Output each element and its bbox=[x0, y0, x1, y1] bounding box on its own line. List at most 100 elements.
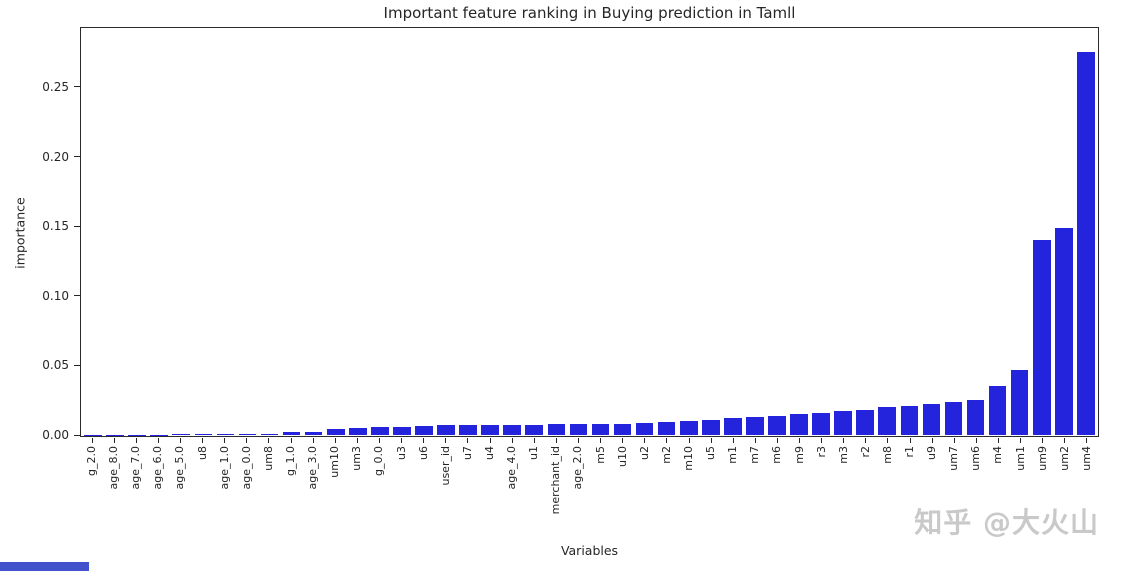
x-tick-slot bbox=[744, 438, 766, 443]
bar-slot bbox=[920, 29, 942, 435]
x-label-slot: um8 bbox=[258, 446, 280, 514]
x-tick bbox=[666, 438, 668, 443]
x-tick-slot bbox=[169, 438, 191, 443]
bar-slot bbox=[678, 29, 700, 435]
x-label-slot: u3 bbox=[391, 446, 413, 514]
y-tick bbox=[74, 156, 80, 157]
x-tick-slot bbox=[545, 438, 567, 443]
x-tick-label: r3 bbox=[814, 446, 828, 458]
bar-slot bbox=[391, 29, 413, 435]
x-tick bbox=[732, 438, 734, 443]
x-label-slot: age_2.0 bbox=[567, 446, 589, 514]
x-tick-slot bbox=[368, 438, 390, 443]
bar-slot bbox=[545, 29, 567, 435]
x-tick-label: age_5.0 bbox=[173, 446, 187, 490]
bar bbox=[304, 431, 323, 435]
bar bbox=[238, 433, 257, 435]
bar-slot bbox=[612, 29, 634, 435]
x-tick-slot bbox=[435, 438, 457, 443]
x-tick-slot bbox=[700, 438, 722, 443]
x-label-slot: m2 bbox=[656, 446, 678, 514]
x-tick-label: m1 bbox=[726, 446, 740, 464]
bar bbox=[1032, 240, 1051, 435]
x-tick-slot bbox=[899, 438, 921, 443]
x-tick bbox=[135, 438, 137, 443]
bar bbox=[724, 418, 742, 435]
x-tick-slot bbox=[656, 438, 678, 443]
x-tick-slot bbox=[147, 438, 169, 443]
x-tick-slot bbox=[634, 438, 656, 443]
x-label-slot: u7 bbox=[457, 446, 479, 514]
bar bbox=[790, 414, 808, 435]
x-tick-label: r1 bbox=[903, 446, 917, 458]
x-label-slot: m6 bbox=[766, 446, 788, 514]
x-tick bbox=[754, 438, 756, 443]
x-tick bbox=[202, 438, 204, 443]
x-label-slot: age_5.0 bbox=[169, 446, 191, 514]
bar bbox=[922, 404, 941, 435]
x-tick bbox=[865, 438, 867, 443]
x-tick-label: age_7.0 bbox=[129, 446, 143, 490]
bar bbox=[988, 386, 1007, 435]
bar bbox=[326, 429, 345, 435]
bar bbox=[437, 425, 455, 435]
x-tick bbox=[268, 438, 270, 443]
x-tick bbox=[799, 438, 801, 443]
x-tick bbox=[555, 438, 557, 443]
x-tick-slot bbox=[192, 438, 214, 443]
x-tick bbox=[91, 438, 93, 443]
bar-slot bbox=[236, 29, 258, 435]
x-label-slot: age_1.0 bbox=[214, 446, 236, 514]
x-tick bbox=[577, 438, 579, 443]
bar-slot bbox=[1031, 29, 1053, 435]
bar bbox=[415, 425, 433, 435]
x-tick-slot bbox=[833, 438, 855, 443]
x-tick-slot bbox=[280, 438, 302, 443]
bar-slot bbox=[523, 29, 545, 435]
x-tick-label: u7 bbox=[460, 446, 474, 460]
x-tick-slot bbox=[1010, 438, 1032, 443]
bar-slot bbox=[876, 29, 898, 435]
bar-slot bbox=[457, 29, 479, 435]
bar bbox=[635, 423, 654, 435]
x-tick-label: g_1.0 bbox=[283, 446, 297, 476]
bar bbox=[459, 425, 477, 435]
bar bbox=[371, 427, 389, 435]
bar-slot bbox=[766, 29, 788, 435]
x-tick bbox=[113, 438, 115, 443]
x-tick bbox=[378, 438, 380, 443]
x-tick-slot bbox=[125, 438, 147, 443]
bar-slot bbox=[170, 29, 192, 435]
x-tick-slot bbox=[1076, 438, 1098, 443]
x-tick bbox=[710, 438, 712, 443]
x-tick-label: age_2.0 bbox=[571, 446, 585, 490]
x-label-slot: age_3.0 bbox=[302, 446, 324, 514]
bar-slot bbox=[788, 29, 810, 435]
bar bbox=[393, 426, 411, 435]
x-label-slot: age_6.0 bbox=[147, 446, 169, 514]
y-tick bbox=[74, 364, 80, 366]
x-label-slot: u1 bbox=[523, 446, 545, 514]
x-tick-slot bbox=[302, 438, 324, 443]
x-tick bbox=[246, 438, 248, 443]
x-tick-label: um7 bbox=[947, 446, 961, 471]
x-tick bbox=[776, 438, 778, 443]
bar-slot bbox=[898, 29, 920, 435]
x-tick-label: user_id bbox=[438, 446, 452, 486]
bar-slot bbox=[325, 29, 347, 435]
bar-slot bbox=[192, 29, 214, 435]
x-tick-label: um10 bbox=[328, 446, 342, 478]
bar-slot bbox=[942, 29, 964, 435]
x-tick-slot bbox=[567, 438, 589, 443]
x-tick-label: m10 bbox=[681, 446, 695, 471]
x-tick-label: age_0.0 bbox=[239, 446, 253, 490]
x-tick-slot bbox=[678, 438, 700, 443]
y-tick-label: 0.10 bbox=[42, 288, 69, 303]
x-tick-slot bbox=[789, 438, 811, 443]
x-tick-slot bbox=[346, 438, 368, 443]
x-tick-slot bbox=[413, 438, 435, 443]
x-tick-slot bbox=[1054, 438, 1076, 443]
bar-slot bbox=[810, 29, 832, 435]
x-tick-slot bbox=[921, 438, 943, 443]
y-tick bbox=[74, 86, 80, 88]
